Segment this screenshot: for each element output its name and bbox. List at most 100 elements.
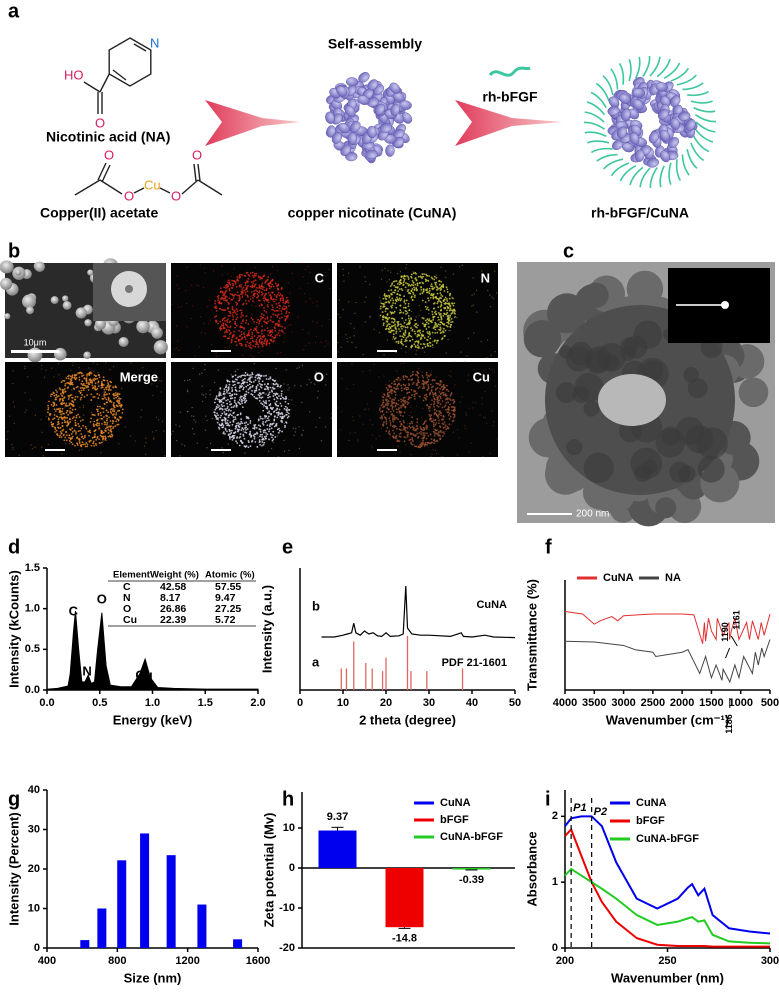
element-dot [278,307,281,310]
element-dot [396,282,399,285]
element-dot [439,411,442,414]
element-dot [244,424,247,427]
noise-dot [331,412,333,415]
element-dot [112,413,115,416]
x-tick-label: 500 [761,697,779,709]
element-dot [279,402,282,405]
element-dot [70,383,73,386]
element-dot [224,413,226,415]
element-dot [274,322,277,325]
element-dot [97,374,100,376]
element-dot [243,289,245,292]
element-dot [118,393,121,395]
element-dot [55,404,58,406]
element-dot [453,302,456,305]
element-dot [280,310,283,312]
element-dot [96,422,99,425]
element-dot [91,382,93,384]
element-dot [412,427,415,430]
element-dot [108,386,111,389]
element-dot [238,342,241,345]
noise-dot [283,383,285,385]
element-dot [387,432,390,435]
element-dot [433,286,436,289]
panel-label: b [8,240,20,262]
element-dot [86,373,89,376]
sub-particle [657,108,670,120]
element-dot [428,292,431,295]
noise-dot [193,433,195,435]
noise-dot [440,266,442,269]
tem-grain [559,345,573,359]
element-dot [246,294,249,297]
noise-dot [227,273,229,275]
element-dot [382,297,385,300]
element-dot [426,343,429,345]
element-dot [263,306,265,309]
noise-dot [200,372,203,374]
sem-particle [136,319,150,334]
noise-dot [184,379,186,382]
element-dot [275,396,278,399]
element-dot [52,405,55,408]
element-dot [240,342,243,345]
noise-dot [227,443,229,445]
element-dot [416,432,418,435]
element-dot [436,398,439,401]
noise-dot [298,366,300,368]
element-dot [61,398,64,400]
element-dot [217,406,219,409]
element-dot [430,386,433,389]
noise-dot [321,277,324,279]
element-dot [267,330,270,332]
noise-dot [152,438,155,440]
noise-dot [253,301,255,304]
element-dot [431,399,433,402]
element-dot [434,411,436,414]
element-dot [273,339,275,342]
element-dot [265,402,267,404]
element-dot [391,311,394,314]
element-dot [453,400,456,403]
element-dot [94,375,97,377]
element-dot [237,422,240,424]
noise-dot [464,361,466,363]
noise-dot [280,351,282,354]
element-dot [447,321,450,324]
element-dot [421,273,424,276]
element-dot [280,312,283,315]
element-dot [257,318,259,321]
noise-dot [423,351,426,353]
element-dot [231,394,234,396]
noise-dot [370,390,372,393]
element-dot [439,289,442,292]
element-dot [81,418,84,421]
element-dot [412,293,415,295]
element-dot [392,299,395,302]
x-axis-label: Energy (keV) [113,712,192,727]
element-dot [247,388,250,391]
noise-dot [492,425,494,427]
noise-dot [484,375,487,377]
noise-dot [265,393,268,395]
element-dot [259,337,262,340]
noise-dot [389,437,391,439]
noise-dot [241,354,244,356]
element-dot [47,406,50,409]
element-dot [257,394,260,396]
element-dot [224,335,227,338]
noise-dot [450,296,453,298]
y-axis-label: Intensity (a.u.) [259,585,274,673]
element-dot [258,394,261,397]
element-dot [71,427,74,430]
element-dot [427,435,430,437]
x-tick-label: 40 [466,697,478,709]
element-dot [63,419,66,422]
element-dot [59,434,61,437]
noise-dot [40,368,43,370]
scale-bar [211,449,231,451]
noise-dot [409,288,411,291]
y-tick-label: 40 [28,784,40,796]
sem-particle [0,277,13,290]
element-dot [402,404,405,407]
